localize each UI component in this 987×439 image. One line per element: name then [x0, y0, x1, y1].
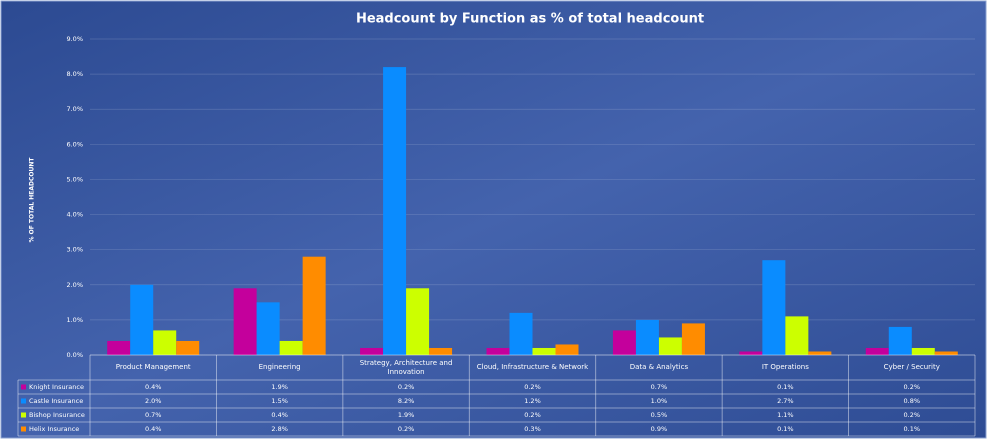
bar [532, 347, 556, 355]
data-label: 0.4% [145, 425, 162, 433]
legend-label: Knight Insurance [29, 383, 84, 391]
legend-label: Helix Insurance [29, 425, 79, 433]
data-label: 0.1% [777, 383, 794, 391]
data-label: 1.9% [271, 383, 288, 391]
y-tick-label: 5.0% [66, 175, 83, 183]
data-label: 0.1% [904, 425, 921, 433]
data-label: 1.5% [271, 397, 288, 405]
bar [153, 330, 177, 355]
y-tick-label: 1.0% [66, 316, 83, 324]
data-label: 0.2% [524, 411, 541, 419]
data-label: 0.2% [398, 383, 415, 391]
data-label: 0.5% [651, 411, 668, 419]
bar [256, 302, 280, 355]
bar [911, 347, 935, 355]
bar [612, 330, 636, 355]
bar [383, 67, 407, 355]
category-cell: Strategy, Architecture and Innovation [359, 358, 453, 376]
data-label: 0.4% [271, 411, 288, 419]
data-label: 0.2% [524, 383, 541, 391]
bar [865, 347, 889, 355]
bar [233, 288, 257, 355]
data-label: 1.1% [777, 411, 794, 419]
data-label: 0.8% [904, 397, 921, 405]
chart-title: Headcount by Function as % of total head… [356, 12, 704, 27]
bar [739, 351, 763, 355]
y-tick-label: 9.0% [66, 35, 83, 43]
data-label: 0.2% [398, 425, 415, 433]
y-tick-label: 8.0% [66, 70, 83, 78]
bar [509, 312, 533, 355]
legend-label: Bishop Insurance [29, 411, 85, 419]
category-cell: Cloud, Infrastructure & Network [476, 363, 589, 371]
bar [302, 256, 326, 355]
bar [176, 340, 200, 355]
x-tick-label: Cyber / Security [883, 363, 940, 371]
data-label: 0.1% [777, 425, 794, 433]
legend-key [21, 426, 26, 432]
x-tick-label: Engineering [258, 363, 301, 371]
bar [808, 351, 832, 355]
bar [555, 344, 579, 355]
x-tick-label: IT Operations [761, 363, 809, 371]
bar [360, 347, 384, 355]
bar [888, 326, 912, 355]
x-tick-label: Data & Analytics [629, 363, 689, 371]
x-tick-label: Strategy, Architecture and Innovation [359, 358, 453, 376]
data-label: 1.2% [524, 397, 541, 405]
bar [635, 319, 659, 355]
bar [785, 316, 809, 355]
data-label: 1.9% [398, 411, 415, 419]
legend-key [21, 384, 26, 390]
y-tick-label: 7.0% [66, 105, 83, 113]
y-tick-label: 4.0% [66, 211, 83, 219]
x-tick-label: Cloud, Infrastructure & Network [476, 363, 589, 371]
category-cell: IT Operations [761, 363, 809, 371]
bar [107, 340, 131, 355]
y-axis-label: % OF TOTAL HEADCOUNT [29, 157, 36, 243]
data-label: 0.4% [145, 383, 162, 391]
x-tick-label: Product Management [115, 363, 191, 371]
category-cell: Cyber / Security [883, 363, 940, 371]
bar [762, 260, 786, 355]
category-cell: Data & Analytics [629, 363, 689, 371]
bar [429, 347, 453, 355]
legend-key [21, 398, 26, 404]
data-label: 2.8% [271, 425, 288, 433]
data-label: 0.2% [904, 411, 921, 419]
data-label: 0.2% [904, 383, 921, 391]
bar [130, 284, 154, 355]
data-label: 0.7% [145, 411, 162, 419]
legend-key [21, 412, 26, 418]
bar [658, 337, 682, 355]
data-label: 2.7% [777, 397, 794, 405]
bar [279, 340, 303, 355]
bar [406, 288, 430, 355]
category-cell: Engineering [258, 363, 301, 371]
data-label: 0.7% [651, 383, 668, 391]
data-label: 8.2% [398, 397, 415, 405]
data-label: 2.0% [145, 397, 162, 405]
bar [486, 347, 510, 355]
category-cell: Product Management [115, 363, 191, 371]
data-label: 0.9% [651, 425, 668, 433]
y-tick-label: 6.0% [66, 140, 83, 148]
legend-label: Castle Insurance [29, 397, 83, 405]
y-tick-label: 2.0% [66, 281, 83, 289]
y-tick-label: 3.0% [66, 246, 83, 254]
y-tick-label: 0.0% [66, 351, 83, 359]
bar [934, 351, 958, 355]
bar [681, 323, 705, 355]
data-label: 1.0% [651, 397, 668, 405]
data-label: 0.3% [524, 425, 541, 433]
